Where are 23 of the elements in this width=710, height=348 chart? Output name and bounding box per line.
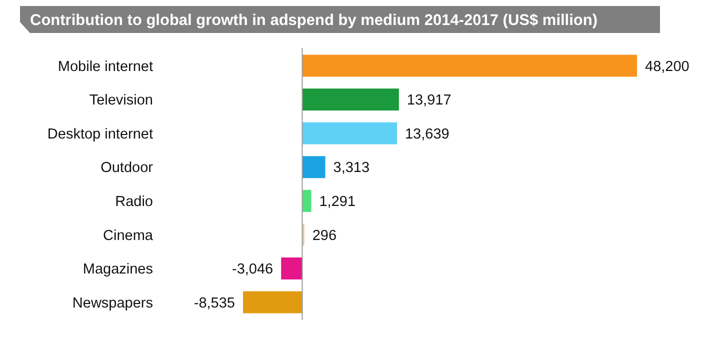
bar (302, 88, 399, 111)
data-label: -3,046 (232, 262, 274, 278)
y-tick-label: Cinema (103, 228, 154, 244)
data-label: 13,917 (406, 92, 452, 109)
bar (302, 156, 326, 178)
data-label: 296 (312, 228, 337, 244)
y-tick-label: Newspapers (72, 295, 153, 312)
bar (281, 257, 302, 280)
bar (243, 291, 302, 314)
bar (302, 122, 397, 144)
data-label: 48,200 (645, 58, 690, 75)
data-label: 13,639 (404, 126, 450, 142)
y-tick-label: Outdoor (100, 160, 154, 176)
data-label: -8,535 (194, 295, 235, 312)
y-tick-label: Radio (115, 194, 153, 210)
y-tick-label: Television (89, 92, 153, 109)
chart-title: Contribution to global growth in adspend by medium 2014-2017 (US$ million) (30, 12, 598, 29)
data-label: 1,291 (319, 194, 356, 210)
data-label: 3,313 (333, 160, 370, 176)
y-tick-label: Mobile internet (58, 58, 153, 75)
y-tick-label: Magazines (82, 262, 153, 278)
bar (302, 54, 637, 77)
y-tick-label: Desktop internet (47, 126, 153, 142)
